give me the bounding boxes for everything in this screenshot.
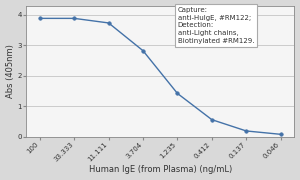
- Text: Capture:
anti-HuIgE, #RM122;
Detection:
anti-Light chains,
Biotinylated #RM129.: Capture: anti-HuIgE, #RM122; Detection: …: [178, 7, 254, 44]
- Y-axis label: Abs (405nm): Abs (405nm): [6, 44, 15, 98]
- X-axis label: Human IgE (from Plasma) (ng/mL): Human IgE (from Plasma) (ng/mL): [88, 165, 232, 174]
